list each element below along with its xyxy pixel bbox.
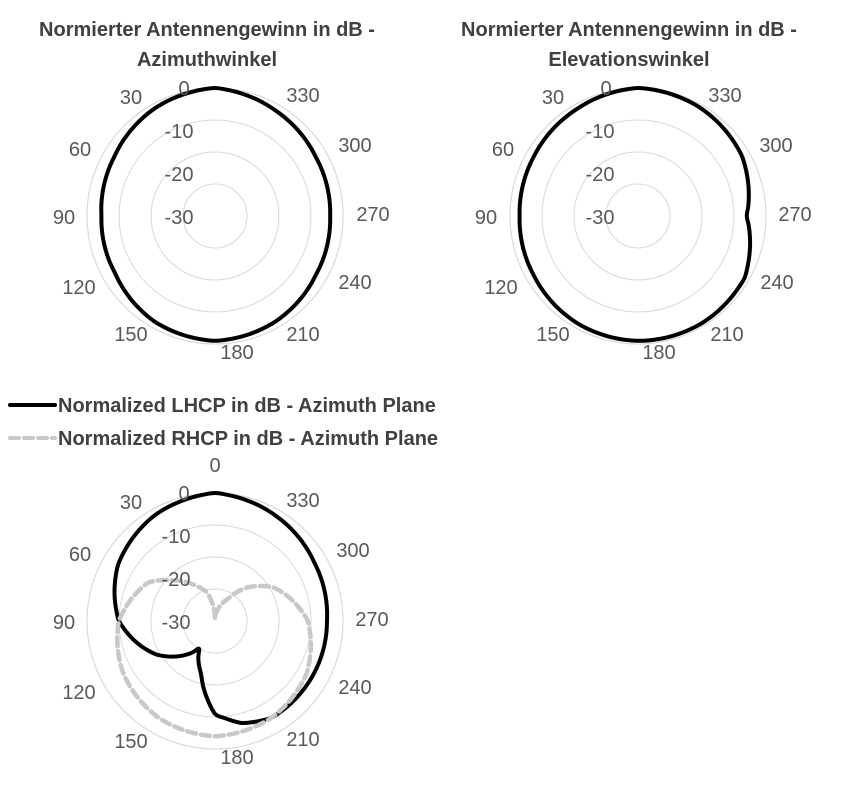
angle-tick-label: 60 — [69, 139, 91, 161]
legend-item-lhcp: Normalized LHCP in dB - Azimuth Plane — [8, 395, 436, 417]
angle-tick-labels: 330 300 270 240 210 180 150 120 90 60 30 — [53, 490, 389, 769]
angle-tick-label: 150 — [114, 324, 147, 346]
angle-tick-label: 150 — [114, 731, 147, 753]
angle-tick-label: 180 — [642, 342, 675, 364]
angle-tick-label: 90 — [53, 207, 75, 229]
grid-ring — [182, 588, 248, 654]
polar-chart-azimuth: Normierter Antennengewinn in dB - Azimut… — [39, 19, 390, 364]
chart-title-line-2: Azimuthwinkel — [137, 49, 277, 71]
angle-tick-label: 210 — [710, 324, 743, 346]
radial-tick-label: -10 — [165, 121, 194, 143]
radial-tick-labels: 0 -10 -20 -30 — [162, 483, 191, 634]
chart-title-line-2: Elevationswinkel — [548, 49, 709, 71]
angle-tick-label: 300 — [336, 540, 369, 562]
angle-tick-label: 210 — [286, 729, 319, 751]
chart-title-line-1: Normierter Antennengewinn in dB - — [39, 19, 375, 41]
angle-tick-label: 240 — [338, 272, 371, 294]
grid-ring — [150, 556, 280, 686]
angle-tick-label: 240 — [760, 272, 793, 294]
polar-grid — [86, 87, 344, 345]
radial-tick-label: -10 — [586, 121, 615, 143]
angle-tick-label: 330 — [708, 85, 741, 107]
grid-ring — [118, 119, 312, 313]
angle-tick-label: 270 — [356, 204, 389, 226]
grid-ring — [541, 119, 735, 313]
radial-tick-labels: 0 -10 -20 -30 — [586, 78, 615, 229]
series-group — [517, 85, 753, 343]
angle-tick-label: 30 — [120, 87, 142, 109]
angle-tick-labels: 330 300 270 240 210 180 150 120 90 60 30 — [475, 85, 812, 364]
angle-tick-label: 210 — [286, 324, 319, 346]
angle-tick-label: 30 — [542, 87, 564, 109]
legend: Normalized LHCP in dB - Azimuth Plane No… — [8, 395, 438, 450]
radial-tick-label: -30 — [586, 207, 615, 229]
angle-tick-label: 90 — [53, 612, 75, 634]
angle-tick-label: 300 — [759, 135, 792, 157]
radial-tick-label: -20 — [162, 569, 191, 591]
polar-chart-polarization: Normalized LHCP in dB - Azimuth Plane No… — [8, 395, 438, 769]
legend-label: Normalized LHCP in dB - Azimuth Plane — [58, 395, 436, 417]
series-line-solid — [112, 491, 330, 726]
angle-tick-label: 120 — [62, 277, 95, 299]
series-line-dashed — [115, 577, 314, 739]
radial-tick-label: 0 — [178, 483, 189, 505]
radial-tick-label: -20 — [165, 164, 194, 186]
angle-top-label: 0 — [209, 455, 220, 477]
grid-ring — [150, 151, 280, 281]
radial-tick-label: -30 — [162, 612, 191, 634]
radial-tick-label: 0 — [600, 78, 611, 100]
angle-tick-label: 270 — [778, 204, 811, 226]
angle-tick-label: 90 — [475, 207, 497, 229]
radial-tick-label: -30 — [165, 207, 194, 229]
series-group — [99, 85, 333, 343]
angle-tick-label: 300 — [338, 135, 371, 157]
angle-tick-label: 30 — [120, 492, 142, 514]
radial-tick-label: 0 — [178, 78, 189, 100]
grid-ring — [605, 183, 671, 249]
angle-tick-label: 180 — [220, 342, 253, 364]
grid-ring — [118, 524, 312, 718]
legend-label: Normalized RHCP in dB - Azimuth Plane — [58, 428, 438, 450]
plot-boundary — [509, 87, 767, 345]
radial-tick-label: -10 — [162, 526, 191, 548]
grid-ring — [573, 151, 703, 281]
series-group — [112, 491, 330, 739]
angle-tick-label: 60 — [69, 544, 91, 566]
angle-tick-label: 180 — [220, 747, 253, 769]
radial-tick-labels: 0 -10 -20 -30 — [165, 78, 194, 229]
angle-tick-label: 120 — [62, 682, 95, 704]
plot-boundary — [86, 87, 344, 345]
grid-ring — [182, 183, 248, 249]
series-line-solid — [517, 85, 753, 343]
angle-tick-label: 240 — [338, 677, 371, 699]
grid-ring — [509, 87, 767, 345]
grid-ring — [86, 87, 344, 345]
angle-tick-label: 150 — [536, 324, 569, 346]
series-line-solid — [99, 85, 333, 343]
chart-title-line-1: Normierter Antennengewinn in dB - — [461, 19, 797, 41]
legend-item-rhcp: Normalized RHCP in dB - Azimuth Plane — [8, 428, 438, 450]
angle-tick-label: 270 — [355, 609, 388, 631]
angle-tick-label: 330 — [286, 85, 319, 107]
angle-tick-label: 120 — [484, 277, 517, 299]
radial-tick-label: -20 — [586, 164, 615, 186]
polar-chart-elevation: Normierter Antennengewinn in dB - Elevat… — [461, 19, 812, 364]
angle-tick-label: 60 — [492, 139, 514, 161]
angle-tick-label: 330 — [286, 490, 319, 512]
polar-grid — [509, 87, 767, 345]
angle-tick-labels: 330 300 270 240 210 180 150 120 90 60 30 — [53, 85, 390, 364]
